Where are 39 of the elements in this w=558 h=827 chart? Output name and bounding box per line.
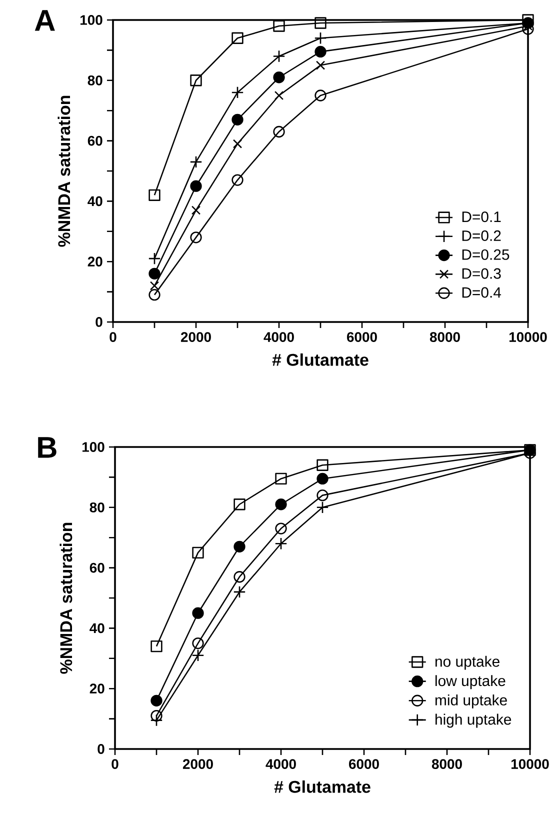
y-tick-label: 20 — [88, 256, 102, 267]
y-tick-label: 20 — [90, 684, 104, 694]
chart-title: A — [34, 10, 55, 31]
y-tick-label: 60 — [90, 562, 104, 573]
x-tick-label: 6000 — [349, 759, 379, 769]
legend-label: D=0.25 — [462, 249, 510, 260]
x-tick-label: 2000 — [180, 332, 211, 342]
y-axis-title: %NMDA saturation — [58, 96, 70, 247]
y-axis-title: %NMDA saturation — [60, 522, 72, 674]
legend-label: high uptake — [436, 714, 512, 728]
legend-label: D=0.4 — [462, 287, 502, 298]
y-tick-label: 80 — [90, 502, 104, 512]
x-tick-label: 10000 — [509, 332, 547, 342]
x-tick-label: 10000 — [511, 759, 549, 769]
legend-label: low uptake — [436, 675, 506, 690]
y-tick-label: 0 — [98, 744, 104, 754]
x-tick-label: 8000 — [430, 332, 460, 342]
legend-label: mid uptake — [435, 694, 507, 708]
y-tick-label: 80 — [88, 75, 102, 86]
x-tick-label: 0 — [110, 332, 116, 342]
legend-label: D=0.3 — [462, 268, 501, 279]
x-tick-label: 0 — [112, 759, 118, 769]
y-tick-label: 100 — [80, 15, 102, 25]
x-axis-title: # Glutamate — [274, 780, 370, 793]
y-tick-label: 40 — [90, 623, 104, 634]
y-tick-label: 40 — [88, 196, 102, 206]
x-tick-label: 8000 — [432, 759, 462, 769]
x-axis-title: # Glutamate — [272, 353, 368, 366]
legend-label: no uptake — [435, 656, 500, 670]
x-tick-label: 2000 — [182, 759, 213, 769]
legend-label: D=0.2 — [462, 230, 501, 241]
y-tick-label: 0 — [96, 317, 102, 327]
x-tick-label: 4000 — [264, 332, 294, 342]
y-tick-label: 60 — [88, 136, 102, 146]
y-tick-label: 100 — [82, 442, 104, 452]
legend-label: D=0.1 — [462, 212, 501, 222]
x-tick-label: 4000 — [266, 759, 296, 769]
chart-title: B — [38, 437, 56, 458]
x-tick-label: 6000 — [347, 332, 377, 342]
